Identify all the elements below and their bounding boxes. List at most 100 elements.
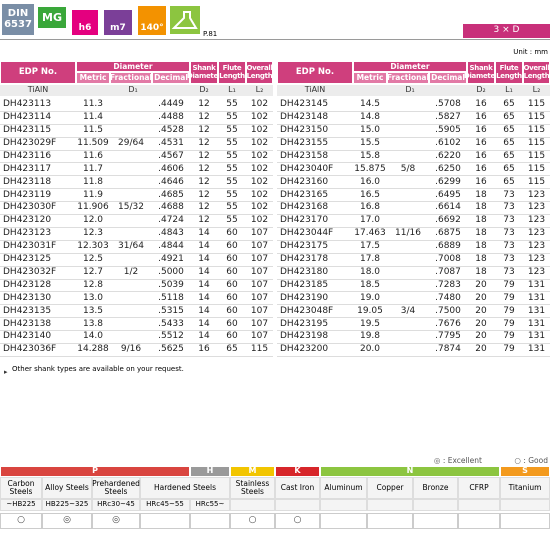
hardness-cell	[500, 499, 550, 511]
table-cell: 131	[523, 305, 550, 319]
table-cell: 107	[246, 318, 273, 332]
table-cell	[387, 176, 429, 190]
table-cell: 20	[467, 318, 495, 332]
table-cell: 29/64	[110, 138, 152, 151]
table-cell: 79	[495, 331, 523, 345]
table-cell: .4528	[152, 125, 190, 138]
table-cell: 73	[495, 267, 523, 280]
table-cell: 13.5	[76, 305, 110, 319]
table-cell: 12	[190, 215, 218, 228]
table-cell: 18	[467, 189, 495, 203]
category-cell: M	[230, 466, 275, 477]
table-cell: 14.5	[353, 99, 387, 112]
table-cell: 11.906	[76, 202, 110, 216]
table-cell: 12	[190, 202, 218, 216]
table-cell: 131	[523, 280, 550, 293]
table-cell: .5625	[152, 344, 190, 357]
table-cell: 19.05	[353, 305, 387, 319]
legend-item: ◎ : Excellent	[433, 455, 482, 465]
table-cell: .7087	[429, 267, 467, 280]
table-cell: DH423160	[277, 176, 353, 190]
table-cell: 14.8	[353, 112, 387, 125]
header-cell: Flute Length	[218, 61, 246, 84]
table-cell: 14	[190, 331, 218, 345]
material-name: Alloy Steels	[42, 477, 92, 499]
table-cell: 115	[246, 344, 273, 357]
table-cell: 12.7	[76, 267, 110, 280]
table-cell: .4724	[152, 215, 190, 228]
table-cell: 15/32	[110, 202, 152, 216]
table-cell	[110, 254, 152, 267]
table-cell: DH423048F	[277, 305, 353, 319]
table-cell: 14	[190, 305, 218, 319]
table-cell: DH423120	[0, 215, 76, 228]
table-cell: 16	[467, 138, 495, 151]
badge: 140°	[138, 6, 166, 35]
rating-cell	[458, 513, 500, 529]
table-cell: 102	[246, 189, 273, 203]
table-cell	[387, 112, 429, 125]
table-cell: 1/2	[110, 267, 152, 280]
table-cell: 107	[246, 267, 273, 280]
table-cell: 73	[495, 241, 523, 254]
table-cell: 9/16	[110, 344, 152, 357]
table-cell: 123	[523, 241, 550, 254]
rating-cell: ○	[0, 513, 42, 529]
table-cell: 115	[523, 176, 550, 190]
table-cell: .5118	[152, 293, 190, 306]
table-cell	[110, 189, 152, 203]
category-cell: N	[320, 466, 500, 477]
table-cell: DH423185	[277, 280, 353, 293]
table-cell: 16	[467, 99, 495, 112]
table-cell: DH423044F	[277, 228, 353, 241]
header-cell: Decimal	[429, 72, 467, 84]
table-cell: 107	[246, 305, 273, 319]
hardness-cell	[413, 499, 458, 511]
table-cell	[387, 318, 429, 332]
table-cell: 115	[523, 138, 550, 151]
table-cell: .5000	[152, 267, 190, 280]
table-cell: 131	[523, 344, 550, 357]
material-name: Hardened Steels	[140, 477, 230, 499]
table-cell: 17.463	[353, 228, 387, 241]
table-cell: DH423140	[0, 331, 76, 345]
table-cell: 19.5	[353, 318, 387, 332]
table-cell: .4844	[152, 241, 190, 254]
table-cell: .7500	[429, 305, 467, 319]
table-cell: 123	[523, 228, 550, 241]
table-cell: 11.3	[76, 99, 110, 112]
table-cell: 11.6	[76, 151, 110, 164]
table-cell: 15.875	[353, 164, 387, 177]
table-cell: 12.0	[76, 215, 110, 228]
table-cell: 12	[190, 189, 218, 203]
table-cell: 12	[190, 151, 218, 164]
table-cell: .5905	[429, 125, 467, 138]
header-cell: Diameter	[353, 61, 467, 72]
table-cell: DH423032F	[0, 267, 76, 280]
rating-cell	[413, 513, 458, 529]
material-name: Titanium	[500, 477, 550, 499]
table-cell: 73	[495, 189, 523, 203]
table-cell: 18.0	[353, 267, 387, 280]
table-cell: 17.5	[353, 241, 387, 254]
table-cell: 16	[467, 164, 495, 177]
unit: Unit : mm	[513, 48, 548, 57]
subheader-cell: D₂	[190, 85, 218, 96]
table-cell: 73	[495, 202, 523, 216]
table-cell: 60	[218, 254, 246, 267]
table-cell: 12	[190, 112, 218, 125]
hardness-cell	[320, 499, 367, 511]
hardness-cell	[275, 499, 320, 511]
table-cell	[387, 189, 429, 203]
material-name: CFRP	[458, 477, 500, 499]
table-cell	[110, 176, 152, 190]
table-cell: .4843	[152, 228, 190, 241]
table-cell: 16.0	[353, 176, 387, 190]
table-cell: 14	[190, 318, 218, 332]
subheader-cell: D₂	[467, 85, 495, 96]
table-cell: 102	[246, 176, 273, 190]
rating-cell	[500, 513, 550, 529]
table-cell	[110, 215, 152, 228]
table-cell: .7283	[429, 280, 467, 293]
table-cell: 102	[246, 125, 273, 138]
